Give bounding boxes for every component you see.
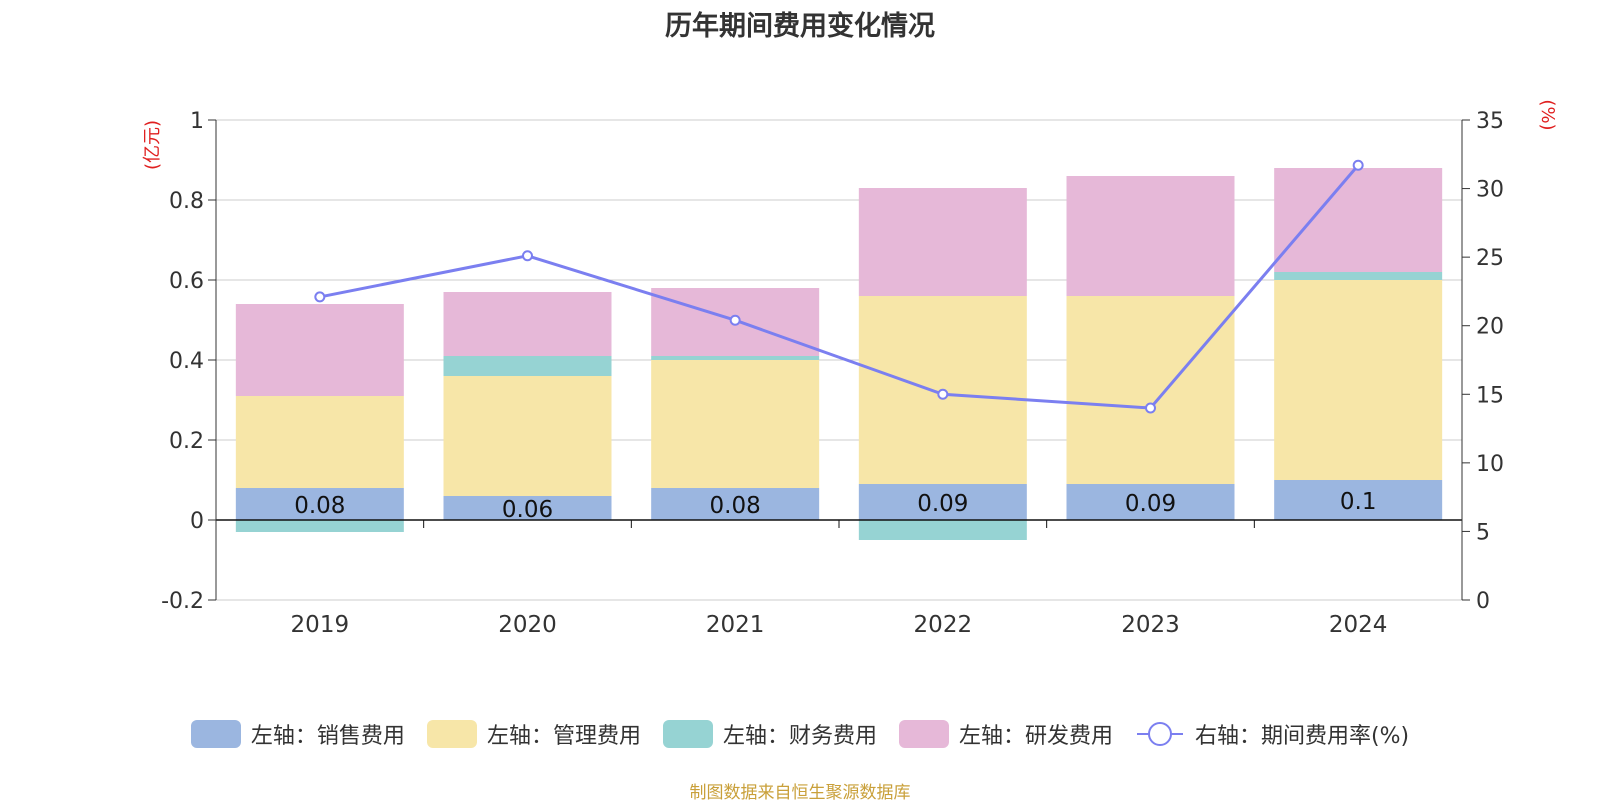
left-tick-label: 0.4 bbox=[169, 349, 204, 374]
legend-swatch bbox=[662, 720, 713, 748]
bar-segment bbox=[443, 292, 612, 356]
bar-segment bbox=[1066, 484, 1235, 520]
left-tick-label: -0.2 bbox=[161, 589, 204, 614]
legend-line-marker bbox=[1136, 722, 1183, 746]
right-tick-label: 35 bbox=[1476, 109, 1504, 134]
legend-item[interactable]: 左轴：管理费用 bbox=[426, 718, 641, 750]
bar-segment bbox=[858, 520, 1027, 540]
right-tick-label: 20 bbox=[1476, 315, 1504, 340]
bar-data-label: 0.09 bbox=[917, 491, 968, 517]
legend-label: 右轴：期间费用率(%) bbox=[1194, 724, 1410, 749]
legend-swatch bbox=[898, 720, 949, 748]
rate-point bbox=[1352, 159, 1364, 171]
rate-line bbox=[319, 164, 1360, 410]
right-tick-label: 10 bbox=[1476, 452, 1504, 477]
x-tick-label: 2023 bbox=[1121, 612, 1180, 638]
chart-title: 历年期间费用变化情况 bbox=[665, 11, 935, 42]
right-tick-label: 0 bbox=[1476, 589, 1490, 614]
bar-segment bbox=[1274, 480, 1443, 520]
bar-segment bbox=[1274, 168, 1443, 272]
rate-point bbox=[729, 314, 741, 326]
x-tick-label: 2020 bbox=[498, 612, 557, 638]
legend-label: 左轴：销售费用 bbox=[250, 724, 405, 749]
left-tick-label: 1 bbox=[190, 109, 204, 134]
right-tick-label: 5 bbox=[1476, 520, 1490, 545]
bar-segment bbox=[235, 304, 404, 396]
bar-segment bbox=[651, 356, 820, 360]
rate-point bbox=[314, 291, 326, 303]
bar-segment bbox=[235, 396, 404, 488]
bar-data-label: 0.1 bbox=[1340, 489, 1377, 515]
bar-segment bbox=[235, 520, 404, 532]
bar-segment bbox=[651, 360, 820, 488]
bar-segment bbox=[1066, 296, 1235, 484]
legend-label: 左轴：研发费用 bbox=[958, 724, 1113, 749]
bar-segment bbox=[1066, 176, 1235, 296]
left-tick-label: 0 bbox=[190, 509, 204, 534]
x-tick-label: 2022 bbox=[914, 612, 973, 638]
bar-segment bbox=[858, 484, 1027, 520]
bar-segment bbox=[443, 376, 612, 496]
legend-swatch bbox=[426, 720, 477, 748]
bar-segment bbox=[858, 188, 1027, 296]
bar-segment bbox=[235, 488, 404, 520]
legend-label: 左轴：财务费用 bbox=[722, 724, 877, 749]
left-tick-label: 0.2 bbox=[169, 429, 204, 454]
x-tick-label: 2021 bbox=[706, 612, 765, 638]
x-tick-label: 2024 bbox=[1329, 612, 1388, 638]
bar-segment bbox=[1274, 280, 1443, 480]
right-tick-label: 15 bbox=[1476, 383, 1504, 408]
bar-segment bbox=[1274, 272, 1443, 280]
legend-label: 左轴：管理费用 bbox=[486, 724, 641, 749]
left-tick-label: 0.6 bbox=[169, 269, 204, 294]
legend: 左轴：销售费用 左轴：管理费用 左轴：财务费用 左轴：研发费用 右轴：期间费用率(%) bbox=[0, 718, 1600, 750]
bar-data-label: 0.06 bbox=[502, 497, 553, 523]
source-note: 制图数据来自恒生聚源数据库 bbox=[689, 783, 911, 803]
legend-item[interactable]: 右轴：期间费用率(%) bbox=[1135, 718, 1409, 750]
rate-point bbox=[1145, 402, 1156, 414]
bar-segment bbox=[651, 488, 820, 520]
chart-area: -0.200.20.40.60.8105101520253035(亿元)(%)0… bbox=[142, 99, 1558, 638]
right-tick-label: 25 bbox=[1476, 246, 1504, 271]
bar-data-label: 0.08 bbox=[294, 493, 345, 519]
left-axis-unit: (亿元) bbox=[142, 120, 163, 170]
right-tick-label: 30 bbox=[1476, 178, 1504, 203]
legend-item[interactable]: 左轴：研发费用 bbox=[898, 718, 1113, 750]
left-tick-label: 0.8 bbox=[169, 189, 204, 214]
bar-segment bbox=[443, 356, 612, 376]
bar-data-label: 0.08 bbox=[710, 493, 761, 519]
legend-swatch bbox=[190, 720, 241, 748]
legend-item[interactable]: 左轴：销售费用 bbox=[190, 718, 405, 750]
x-tick-label: 2019 bbox=[291, 612, 350, 638]
right-axis-unit: (%) bbox=[1537, 99, 1558, 130]
legend-item[interactable]: 左轴：财务费用 bbox=[662, 718, 877, 750]
rate-point bbox=[522, 250, 533, 262]
bar-segment bbox=[443, 496, 612, 520]
bar-data-label: 0.09 bbox=[1125, 491, 1176, 517]
rate-point bbox=[937, 388, 949, 400]
